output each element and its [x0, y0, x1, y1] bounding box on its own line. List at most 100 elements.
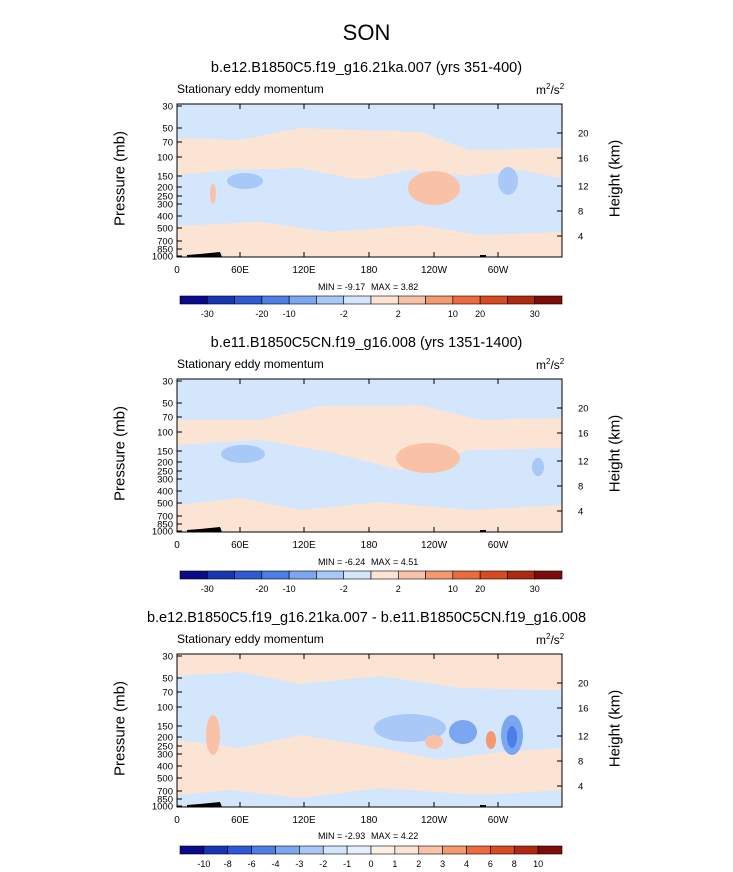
y-tick-label: 70: [162, 413, 173, 424]
contour-region: [210, 184, 216, 204]
y-tick-label: 50: [162, 399, 173, 410]
contour-region: [532, 458, 544, 476]
colorbar-label: -2: [319, 859, 327, 869]
colorbar-swatch: [227, 845, 252, 855]
colorbar-swatch: [203, 845, 229, 855]
panel-3-field: [177, 654, 562, 807]
colorbar-swatch: [288, 570, 317, 580]
colorbar-label: 10: [448, 584, 458, 594]
colorbar-label: 4: [464, 859, 469, 869]
panel-1-field-label: Stationary eddy momentum: [177, 82, 324, 96]
y-tick-label: 300: [157, 750, 173, 761]
colorbar-swatch: [418, 845, 443, 855]
height-tick-label: 8: [578, 757, 583, 768]
x-tick-label: 180: [361, 540, 378, 551]
colorbar-swatch: [261, 570, 290, 580]
y-tick-label: 150: [157, 447, 173, 458]
colorbar-swatch: [316, 295, 345, 305]
y-tick-label: 700: [157, 787, 173, 798]
height-tick-label: 20: [578, 404, 589, 415]
contour-region: [374, 714, 446, 742]
y-tick-label: 500: [157, 774, 173, 785]
y-tick-label: 70: [162, 688, 173, 699]
colorbar-label: -30: [201, 309, 214, 319]
panel-1-plot: 3050701001502002503004005007008501000201…: [152, 102, 589, 320]
panel-1-max: MAX = 3.82: [371, 282, 419, 292]
contour-region: [486, 731, 496, 749]
colorbar-label: -1: [343, 859, 351, 869]
y-tick-label: 200: [157, 458, 173, 469]
y-tick-label: 30: [162, 102, 173, 113]
colorbar-swatch: [251, 845, 276, 855]
colorbar-label: -6: [248, 859, 256, 869]
colorbar-label: 8: [512, 859, 517, 869]
panel-1-min: MIN = -9.17: [318, 282, 366, 292]
height-tick-label: 16: [578, 154, 589, 165]
colorbar-label: 20: [475, 309, 485, 319]
height-tick-label: 20: [578, 679, 589, 690]
y-tick-label: 30: [162, 652, 173, 663]
y-tick-label: 100: [157, 153, 173, 164]
y-tick-label: 1000: [152, 527, 173, 538]
panel-3-plot: 3050701001502002503004005007008501000201…: [152, 652, 589, 870]
contour-region: [507, 726, 517, 748]
colorbar-swatch: [425, 570, 454, 580]
y-tick-label: 700: [157, 512, 173, 523]
colorbar-swatch: [316, 570, 345, 580]
y-tick-label: 70: [162, 138, 173, 149]
x-tick-label: 0: [174, 540, 180, 551]
y-tick-label: 50: [162, 124, 173, 135]
colorbar-label: 2: [396, 309, 401, 319]
panel-3-min: MIN = -2.93: [318, 831, 366, 841]
panel-1-colorbar: -30 -20 -10 -2 2 10 20 30: [179, 295, 563, 319]
colorbar-label: -10: [283, 584, 296, 594]
height-tick-label: 12: [578, 457, 589, 468]
x-tick-label: 60W: [488, 815, 509, 826]
x-tick-label: 120W: [421, 540, 448, 551]
contour-region: [408, 171, 460, 205]
terrain-asia: [187, 252, 222, 257]
contour-region: [227, 173, 263, 189]
y-tick-label: 100: [157, 703, 173, 714]
figure-title: SON: [342, 20, 391, 45]
terrain-asia: [187, 527, 222, 532]
contour-region: [206, 715, 220, 755]
colorbar-swatch: [479, 295, 508, 305]
y-tick-label: 400: [157, 212, 173, 223]
panel-1-units: m2/s2: [536, 82, 565, 97]
x-tick-label: 0: [174, 815, 180, 826]
contour-region: [177, 379, 562, 420]
x-tick-label: 120E: [292, 815, 316, 826]
panel-2-colorbar: -30 -20 -10 -2 2 10 20 30: [179, 570, 563, 594]
colorbar-label: -4: [271, 859, 279, 869]
colorbar-swatch: [507, 570, 536, 580]
colorbar-label: 2: [416, 859, 421, 869]
colorbar-label: -3: [295, 859, 303, 869]
colorbar-swatch: [397, 570, 426, 580]
panel-2-min: MIN = -6.24: [318, 557, 366, 567]
height-tick-label: 12: [578, 182, 589, 193]
colorbar-label: -2: [340, 309, 348, 319]
height-tick-label: 4: [578, 782, 583, 793]
colorbar-swatch: [513, 845, 539, 855]
colorbar-swatch: [397, 295, 426, 305]
colorbar-label: -10: [283, 309, 296, 319]
x-tick-label: 180: [361, 265, 378, 276]
contour-region: [221, 445, 265, 463]
y-tick-label: 300: [157, 200, 173, 211]
contour-region: [396, 443, 460, 473]
colorbar-label: -20: [255, 309, 268, 319]
panel-2-field: [177, 379, 562, 532]
y-tick-label: 30: [162, 377, 173, 388]
y-tick-label: 1000: [152, 802, 173, 813]
panel-1-title: b.e12.B1850C5.f19_g16.21ka.007 (yrs 351-…: [210, 60, 523, 76]
panel-3-field-label: Stationary eddy momentum: [177, 632, 324, 646]
colorbar-label: 20: [475, 584, 485, 594]
x-tick-label: 180: [361, 815, 378, 826]
y-tick-label: 850: [157, 245, 173, 256]
colorbar-swatch: [479, 570, 508, 580]
y-tick-label: 250: [157, 742, 173, 753]
y-tick-label: 500: [157, 224, 173, 235]
height-tick-label: 16: [578, 704, 589, 715]
y-tick-label: 200: [157, 183, 173, 194]
